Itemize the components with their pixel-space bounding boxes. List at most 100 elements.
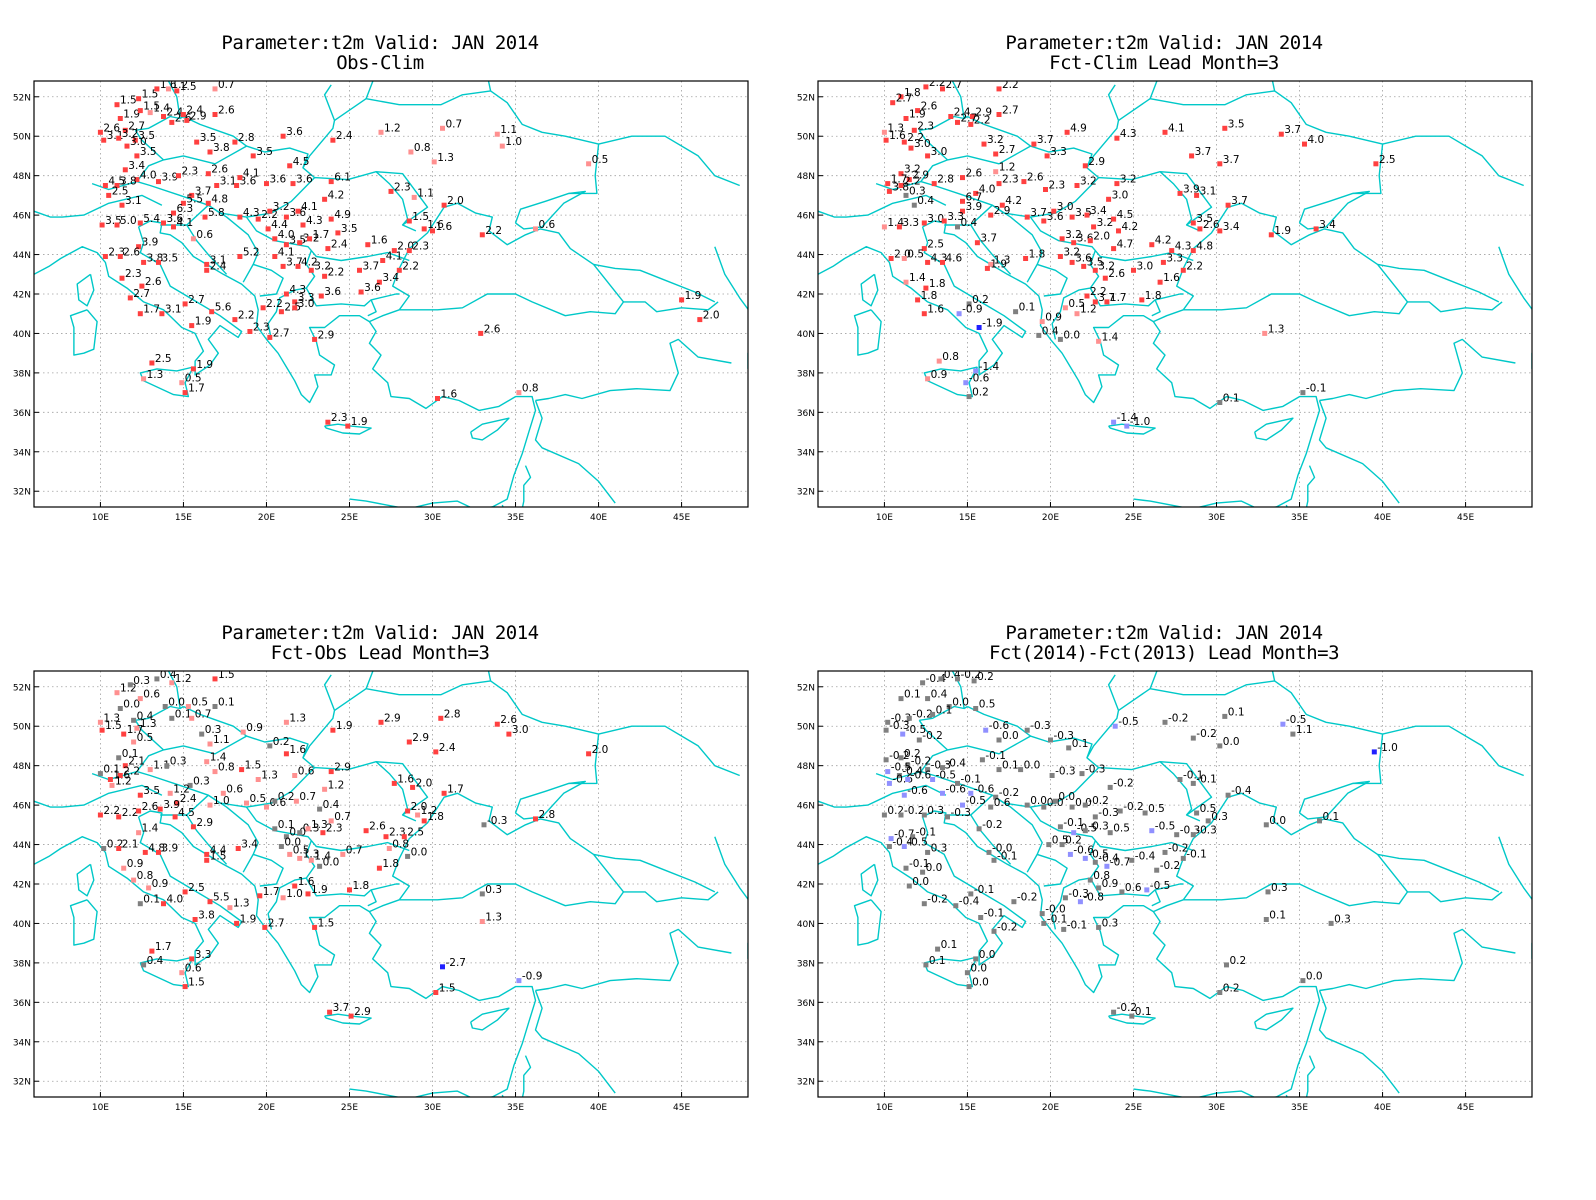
station-marker [438, 715, 444, 721]
lon-label: 20E [258, 1103, 275, 1113]
lon-label: 25E [1125, 1103, 1142, 1113]
station-value: 1.6 [927, 304, 944, 316]
station-value: 0.4 [1042, 325, 1059, 337]
station-marker [1224, 962, 1229, 968]
station-marker [948, 114, 954, 119]
station-value: 0.8 [218, 762, 235, 774]
station-marker [1051, 208, 1057, 214]
coastline [1108, 423, 1156, 435]
station-value: 3.4 [382, 272, 399, 284]
station-value: 4.3 [289, 284, 306, 296]
station-value: 4.2 [301, 256, 318, 268]
station-marker [506, 731, 512, 737]
station-marker [358, 289, 364, 295]
station-value: -0.3 [951, 807, 972, 819]
station-value: -0.1 [1306, 383, 1327, 395]
station-marker [923, 962, 929, 968]
station-marker [141, 376, 147, 382]
station-value: -2.7 [446, 957, 467, 969]
station-value: 1.1 [500, 124, 517, 136]
station-marker [940, 765, 945, 771]
station-value: 0.0 [1030, 795, 1047, 807]
station-value: 3.0 [1057, 201, 1074, 213]
station-value: 0.7 [346, 844, 363, 856]
station-value: 0.0 [284, 837, 301, 849]
station-marker [117, 706, 123, 711]
station-value: 2.3 [326, 823, 343, 835]
station-value: 2.4 [210, 260, 227, 272]
station-marker [410, 784, 416, 790]
station-value: 0.6 [185, 963, 202, 975]
station-value: 2.9 [994, 205, 1011, 217]
station-value: 1.7 [263, 886, 280, 898]
station-value: 3.9 [966, 201, 983, 213]
station-marker [883, 757, 889, 763]
station-marker [1057, 336, 1063, 342]
station-marker [202, 214, 208, 220]
station-value: 0.9 [246, 722, 263, 734]
panel-subtitle: Fct-Obs Lead Month=3 [270, 642, 490, 664]
station-value: 4.5 [293, 156, 310, 168]
station-marker [192, 917, 198, 922]
station-marker [1114, 181, 1120, 187]
station-marker [283, 719, 289, 725]
country-border [598, 725, 740, 777]
station-marker [1048, 737, 1053, 743]
station-marker [1071, 240, 1077, 246]
country-border [302, 84, 336, 169]
station-marker [322, 196, 328, 202]
station-value: 1.5 [143, 101, 160, 113]
station-marker [1039, 911, 1045, 917]
station-marker [405, 808, 411, 814]
station-value: 0.8 [137, 870, 154, 882]
coastline [1254, 1007, 1294, 1031]
station-marker [996, 112, 1002, 117]
country-border [534, 990, 616, 1094]
station-marker [966, 394, 972, 400]
station-marker [204, 261, 210, 267]
station-value: 0.6 [539, 219, 556, 231]
country-border [1382, 135, 1524, 187]
country-border [535, 338, 732, 402]
station-value: -0.3 [1088, 821, 1109, 833]
station-value: 1.5 [210, 850, 227, 862]
station-marker [335, 230, 341, 236]
country-border [593, 853, 716, 893]
station-marker [1116, 228, 1121, 234]
station-value: 0.1 [1002, 760, 1019, 772]
station-value: 0.1 [929, 955, 946, 967]
station-value: 2.6 [211, 164, 228, 176]
station-marker [1077, 899, 1083, 905]
station-value: -0.1 [1047, 913, 1068, 925]
station-marker [179, 970, 185, 976]
lat-label: 36N [13, 999, 31, 1009]
station-marker [1194, 810, 1200, 816]
station-marker [1074, 183, 1080, 188]
coastline [69, 309, 98, 356]
station-marker [406, 218, 412, 224]
station-marker [960, 802, 965, 808]
station-marker [146, 885, 152, 891]
station-marker [1190, 832, 1196, 838]
station-marker [996, 86, 1002, 92]
country-border [918, 129, 948, 161]
country-border [920, 145, 1100, 183]
station-value: 3.8 [198, 910, 215, 922]
station-value: 0.4 [917, 195, 934, 207]
station-marker [250, 153, 256, 159]
station-value: -0.5 [1118, 716, 1139, 728]
station-marker [122, 127, 128, 133]
station-marker [1067, 851, 1073, 857]
station-marker [915, 297, 921, 303]
lat-label: 36N [797, 409, 815, 419]
station-marker [124, 143, 130, 149]
station-value: 1.7 [155, 941, 172, 953]
station-value: 0.4 [323, 799, 340, 811]
station-value: 4.3 [1175, 241, 1192, 253]
station-marker [348, 1013, 354, 1019]
station-marker [421, 818, 427, 824]
station-value: 2.8 [238, 132, 255, 144]
station-marker [141, 259, 147, 265]
station-marker [1111, 1009, 1117, 1015]
station-value: 4.3 [243, 207, 260, 219]
